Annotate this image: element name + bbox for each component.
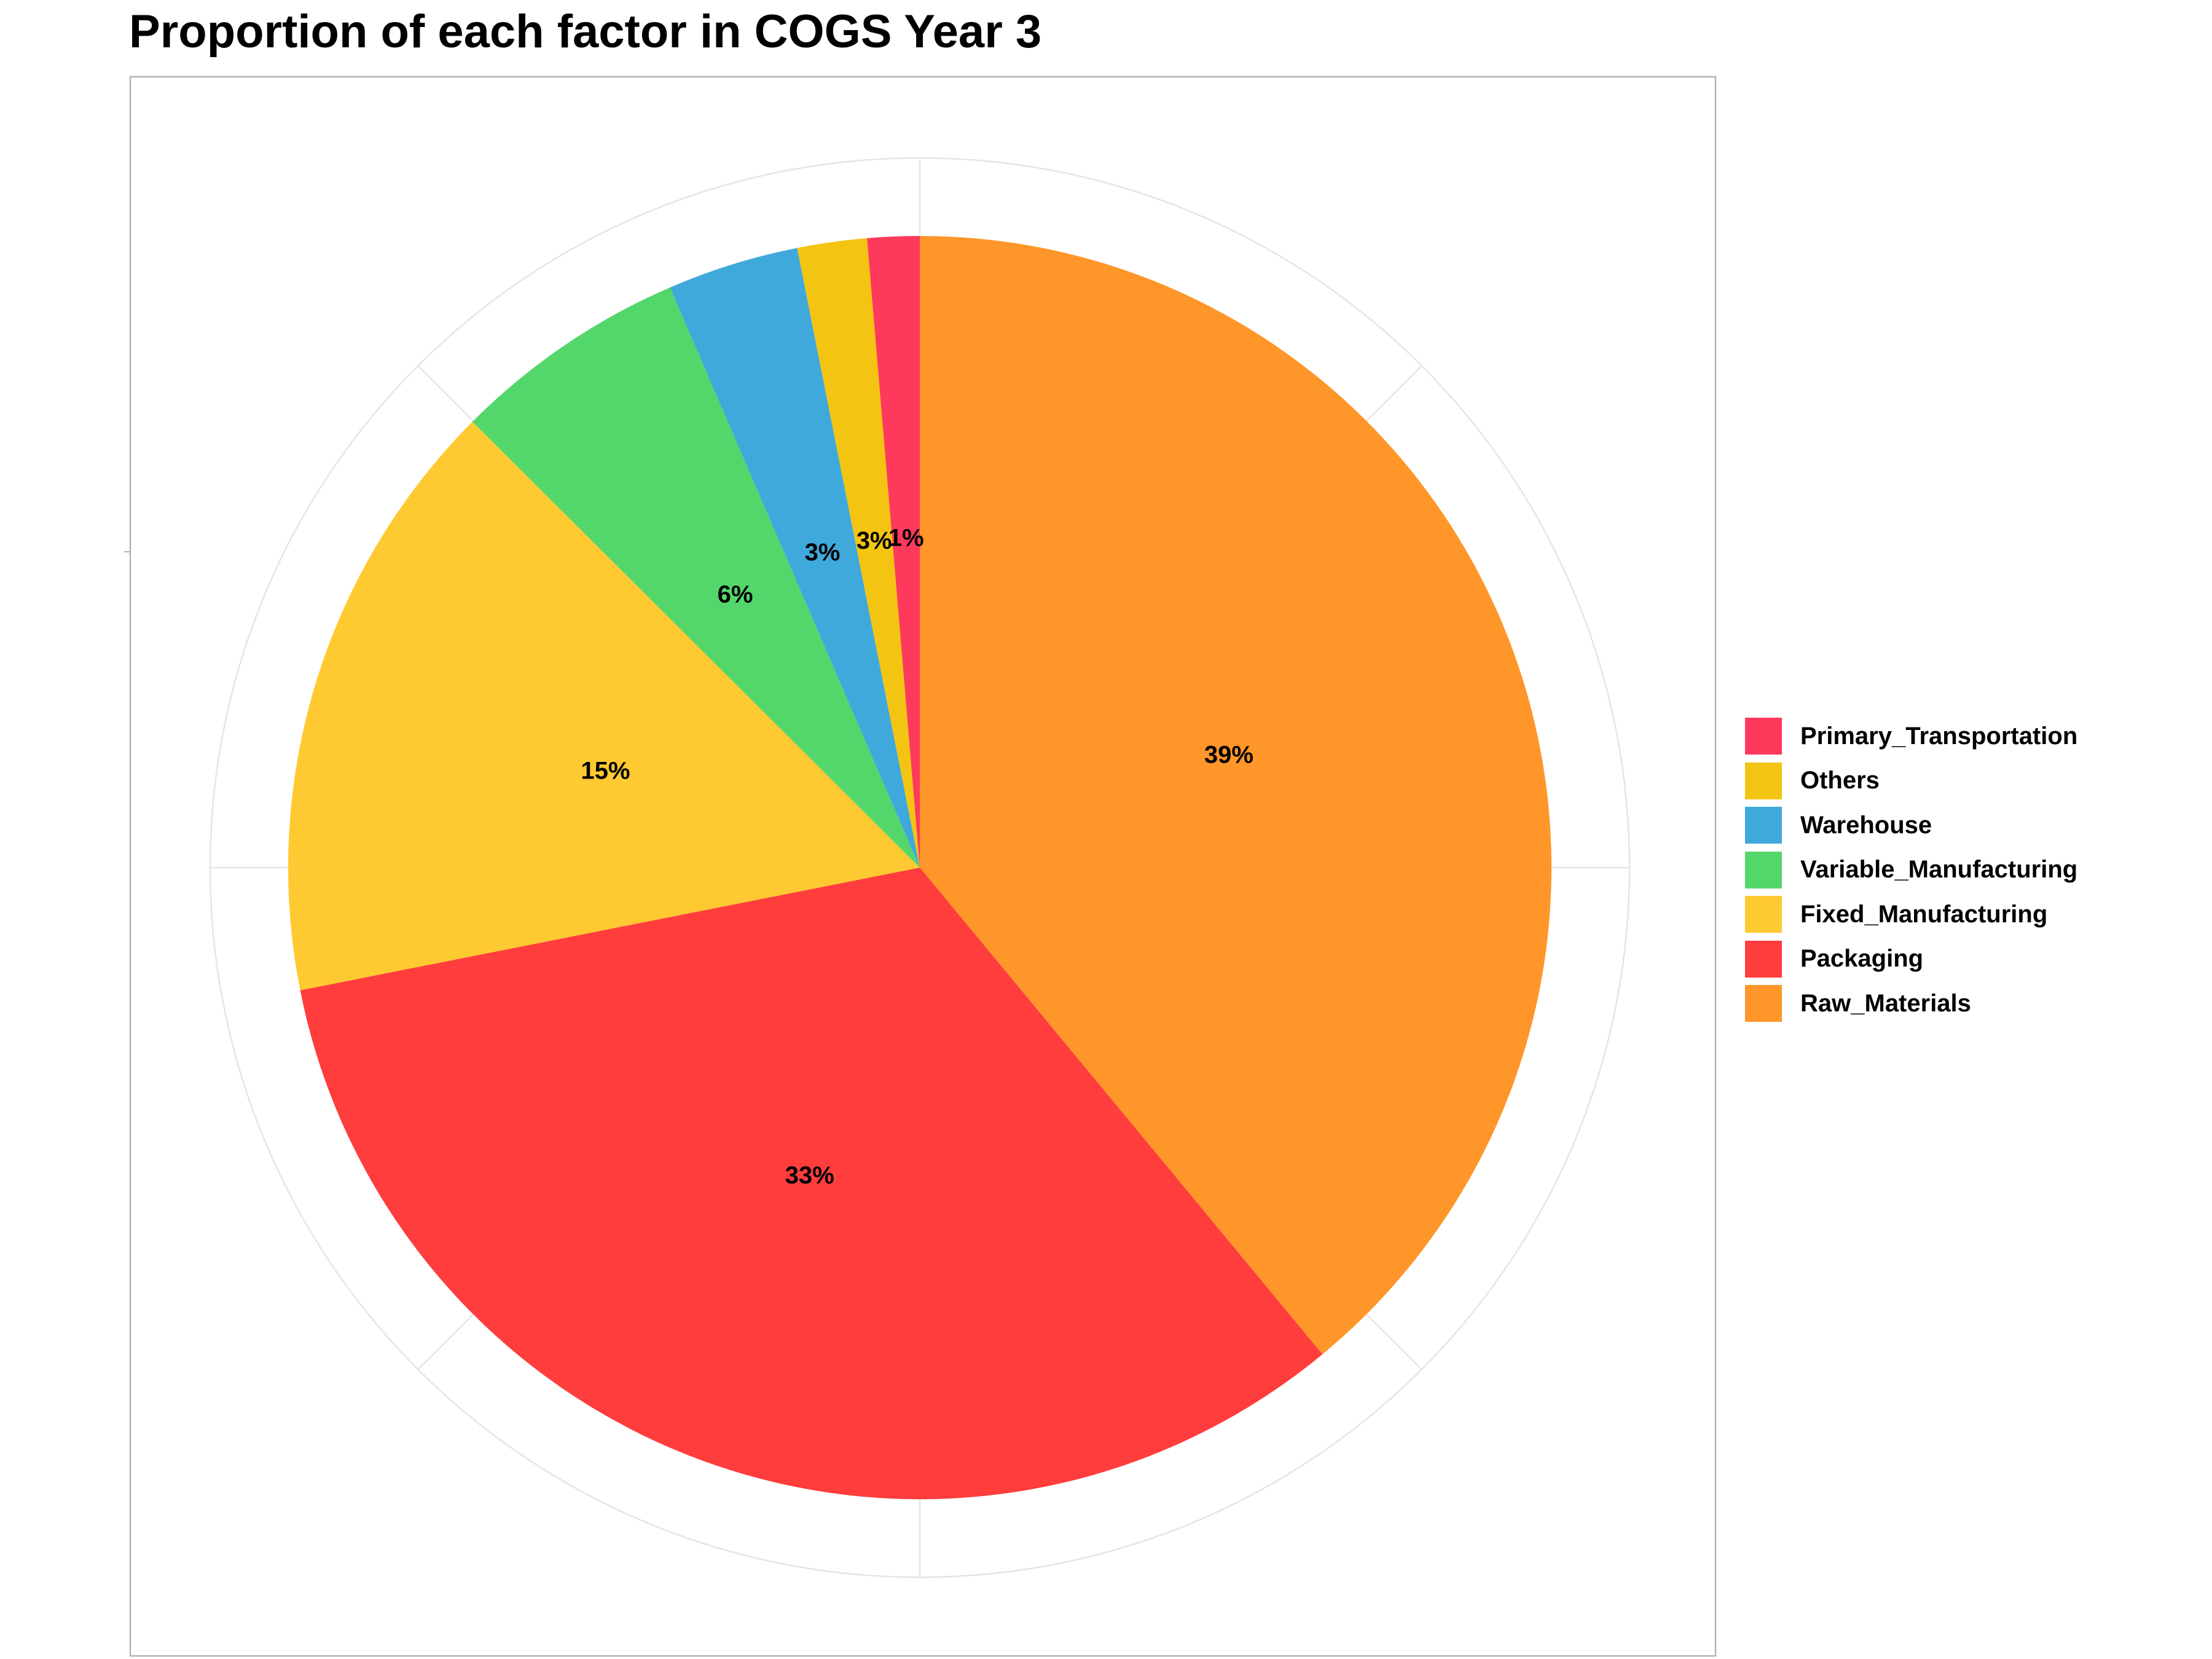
pie-slice-fixed-manufacturing bbox=[288, 422, 920, 990]
pie-slice-raw-materials bbox=[920, 236, 1551, 1355]
legend: Primary_Transportation Others Warehouse Var… bbox=[1744, 714, 2077, 1026]
pie-slices bbox=[288, 236, 1551, 1500]
legend-swatch bbox=[1744, 806, 1783, 845]
panel-border bbox=[129, 76, 1717, 1657]
slice-label: 3% bbox=[805, 539, 841, 566]
pie-slice-others bbox=[797, 238, 920, 868]
legend-label: Packaging bbox=[1800, 945, 1924, 973]
legend-item: Packaging bbox=[1744, 937, 2077, 982]
legend-item: Variable_Manufacturing bbox=[1744, 848, 2077, 893]
slice-label: 15% bbox=[581, 758, 630, 785]
legend-item: Raw_Materials bbox=[1744, 981, 2077, 1026]
slice-label: 3% bbox=[857, 527, 892, 554]
legend-swatch bbox=[1744, 716, 1783, 756]
slice-labels: 39%33%15%6%3% 3%1% bbox=[581, 524, 1253, 1189]
legend-label: Primary_Transportation bbox=[1800, 722, 2078, 750]
slice-label: 33% bbox=[785, 1162, 834, 1189]
legend-label: Raw_Materials bbox=[1800, 989, 1971, 1017]
legend-label: Fixed_Manufacturing bbox=[1800, 900, 2048, 928]
legend-swatch bbox=[1744, 761, 1783, 801]
legend-item: Fixed_Manufacturing bbox=[1744, 892, 2077, 937]
slice-label: 1% bbox=[888, 524, 924, 551]
legend-swatch bbox=[1744, 850, 1783, 890]
pie-slice-packaging bbox=[300, 868, 1323, 1500]
pie-slice-warehouse bbox=[670, 248, 920, 868]
legend-swatch bbox=[1744, 895, 1783, 935]
legend-swatch bbox=[1744, 984, 1783, 1024]
pie-slice-variable-manufacturing bbox=[472, 287, 920, 868]
legend-label: Variable_Manufacturing bbox=[1800, 856, 2078, 884]
legend-item: Others bbox=[1744, 759, 2077, 804]
legend-label: Warehouse bbox=[1800, 811, 1932, 839]
legend-swatch bbox=[1744, 939, 1783, 979]
pie-slice-primary-transportation bbox=[866, 236, 920, 868]
legend-item: Primary_Transportation bbox=[1744, 714, 2077, 759]
legend-item: Warehouse bbox=[1744, 803, 2077, 848]
slice-label: 6% bbox=[718, 581, 753, 608]
slice-label: 39% bbox=[1204, 741, 1253, 768]
chart-title: Proportion of each factor in COGS Year 3 bbox=[129, 6, 1042, 58]
legend-label: Others bbox=[1800, 767, 1880, 794]
